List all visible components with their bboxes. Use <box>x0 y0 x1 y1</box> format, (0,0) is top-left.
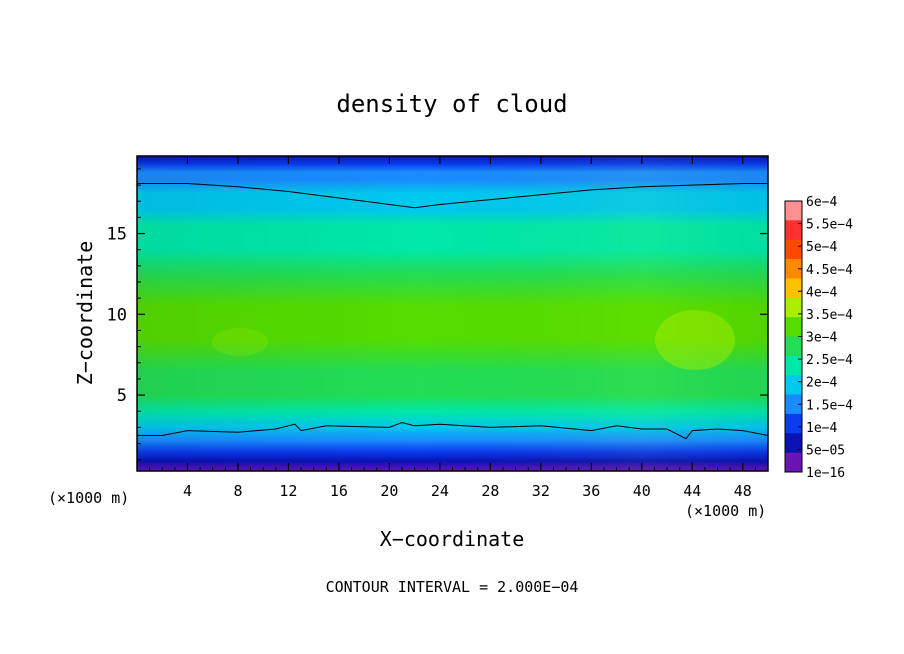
colorbar-label: 1.5e−4 <box>806 398 853 413</box>
colorbar-label: 1e−16 <box>806 466 845 481</box>
x-axis: 4 8 12 16 20 24 28 32 36 40 44 48 <box>149 156 756 500</box>
colorbar-label: 4.5e−4 <box>806 263 853 278</box>
contour-lines <box>137 183 768 440</box>
colorbar-swatch <box>785 355 802 376</box>
colorbar-label: 5e−05 <box>806 443 845 458</box>
x-tick-label: 24 <box>431 482 449 500</box>
x-tick-label: 44 <box>683 482 701 500</box>
x-unit-left: (×1000 m) <box>48 489 129 507</box>
colorbar-label: 5e−4 <box>806 240 837 255</box>
x-tick-label: 28 <box>481 482 499 500</box>
colorbar-swatch <box>785 413 802 434</box>
density-maximum-right <box>655 310 735 370</box>
contour-line-2 <box>137 183 768 209</box>
chart-title: density of cloud <box>336 90 567 118</box>
colorbar-label: 3.5e−4 <box>806 308 853 323</box>
x-tick-label: 32 <box>532 482 550 500</box>
colorbar-label: 2e−4 <box>806 376 837 391</box>
y-tick-label: 10 <box>107 305 127 325</box>
colorbar-swatch <box>785 394 802 415</box>
colorbar: 6e−4 5.5e−4 5e−4 4.5e−4 4e−4 3.5e−4 3e−4 2.5e−4… <box>784 195 853 481</box>
colorbar-label: 5.5e−4 <box>806 218 853 233</box>
x-tick-label: 36 <box>582 482 600 500</box>
colorbar-swatch <box>785 220 802 241</box>
colorbar-swatch <box>785 375 802 396</box>
colorbar-label: 6e−4 <box>806 195 837 210</box>
plot-area <box>137 156 768 471</box>
y-tick-label: 5 <box>117 386 127 406</box>
colorbar-swatch <box>785 259 802 279</box>
x-unit-right: (×1000 m) <box>685 502 766 520</box>
colorbar-swatch <box>785 278 802 299</box>
y-tick-label: 15 <box>107 225 127 245</box>
colorbar-swatch <box>785 297 802 318</box>
colorbar-swatch <box>785 317 802 337</box>
x-tick-label: 16 <box>330 482 348 500</box>
density-maximum-left <box>212 328 268 356</box>
x-tick-label: 40 <box>633 482 651 500</box>
colorbar-swatch <box>785 239 802 260</box>
contour-interval-note: CONTOUR INTERVAL = 2.000E−04 <box>326 578 579 596</box>
colorbar-swatch <box>785 452 802 473</box>
colorbar-swatch <box>785 433 802 454</box>
colorbar-swatch <box>785 336 802 357</box>
field-shading <box>137 156 768 471</box>
colorbar-label: 3e−4 <box>806 331 837 346</box>
x-tick-label: 20 <box>380 482 398 500</box>
y-axis-label: Z−coordinate <box>73 241 97 386</box>
x-tick-label: 8 <box>233 482 242 500</box>
x-tick-label: 48 <box>734 482 752 500</box>
colorbar-label: 4e−4 <box>806 285 837 300</box>
contour-line-1 <box>137 421 768 440</box>
x-tick-label: 4 <box>183 482 192 500</box>
x-tick-label: 12 <box>279 482 297 500</box>
colorbar-swatch <box>785 201 802 221</box>
colorbar-label: 2.5e−4 <box>806 353 853 368</box>
colorbar-label: 1e−4 <box>806 421 837 436</box>
y-axis: 5 10 15 <box>107 168 768 461</box>
x-axis-label: X−coordinate <box>380 527 525 551</box>
